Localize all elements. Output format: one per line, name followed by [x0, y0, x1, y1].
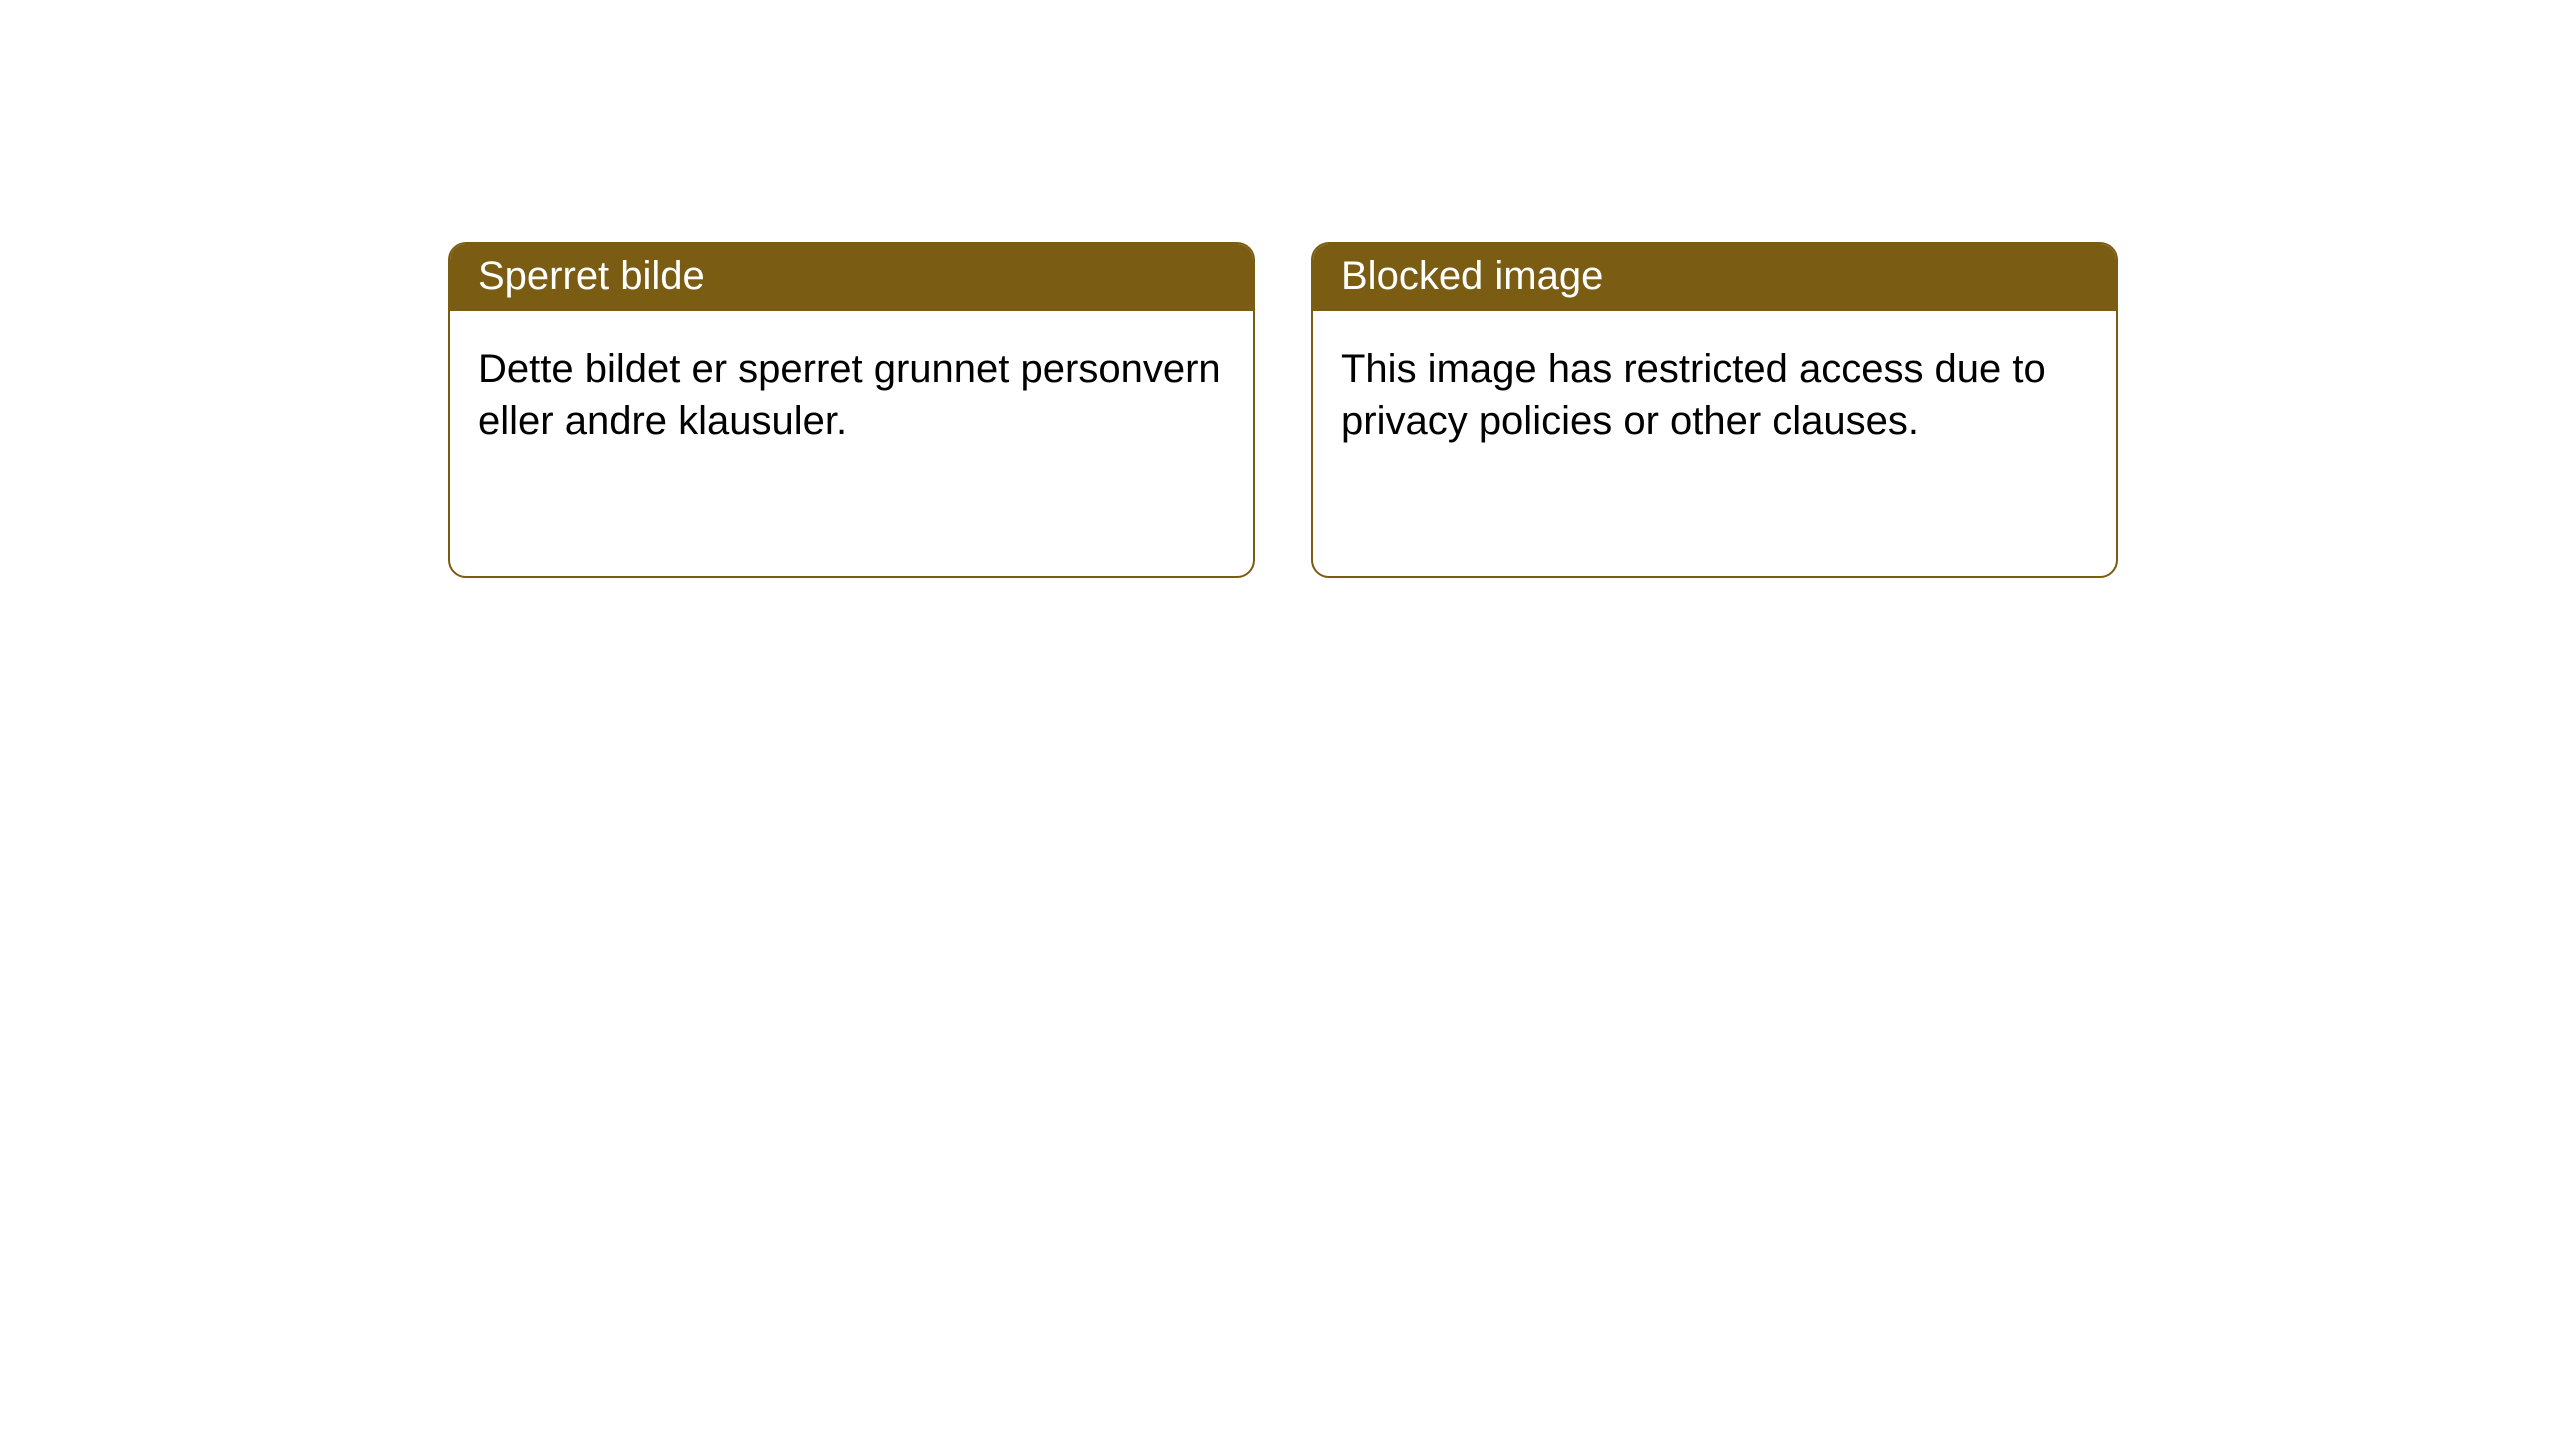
- card-title-no: Sperret bilde: [478, 254, 705, 298]
- card-title-en: Blocked image: [1341, 254, 1603, 298]
- blocked-image-card-en: Blocked image This image has restricted …: [1311, 242, 2118, 578]
- notice-container: Sperret bilde Dette bildet er sperret gr…: [0, 0, 2560, 578]
- card-header-en: Blocked image: [1313, 244, 2116, 311]
- card-body-no: Dette bildet er sperret grunnet personve…: [450, 311, 1253, 479]
- blocked-image-card-no: Sperret bilde Dette bildet er sperret gr…: [448, 242, 1255, 578]
- card-message-no: Dette bildet er sperret grunnet personve…: [478, 347, 1221, 443]
- card-header-no: Sperret bilde: [450, 244, 1253, 311]
- card-body-en: This image has restricted access due to …: [1313, 311, 2116, 479]
- card-message-en: This image has restricted access due to …: [1341, 347, 2046, 443]
